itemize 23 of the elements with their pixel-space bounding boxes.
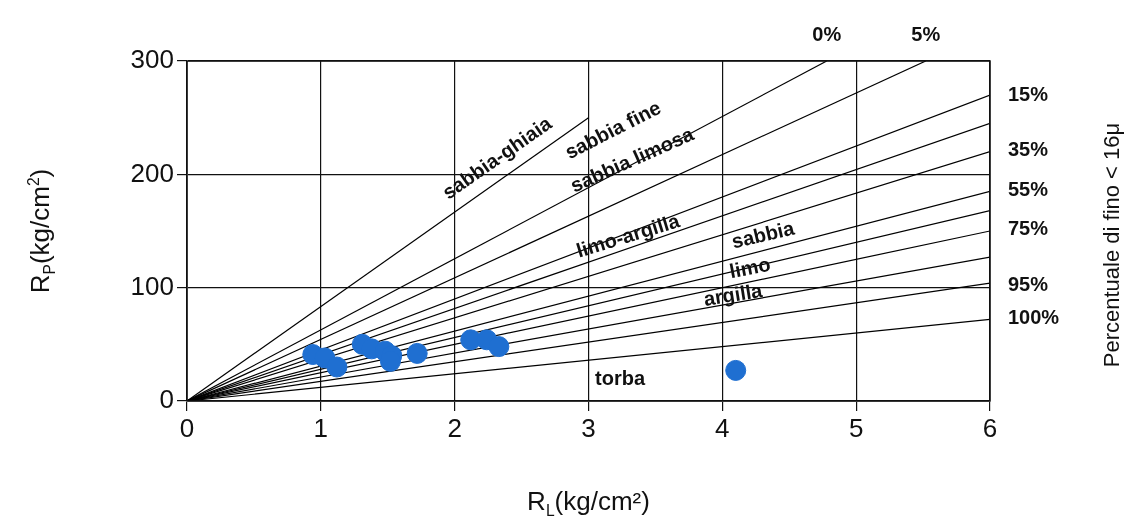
text: Percentuale di fino < 16μ bbox=[1099, 122, 1125, 368]
x-tick-label: 2 bbox=[447, 412, 462, 443]
y-tick-label: 0 bbox=[159, 384, 174, 415]
annotation: 55% bbox=[1008, 177, 1049, 200]
annotation: 75% bbox=[1008, 217, 1049, 240]
x-tick-label: 1 bbox=[313, 412, 329, 443]
annotation: 95% bbox=[1008, 272, 1049, 295]
annotation: 5% bbox=[911, 22, 941, 45]
annotation: 15% bbox=[1008, 82, 1049, 105]
y-tick-label: 200 bbox=[130, 157, 174, 188]
annotation: sabbia bbox=[729, 216, 797, 254]
y-tick-label: 300 bbox=[130, 44, 174, 75]
x-tick-label: 0 bbox=[179, 412, 195, 443]
x-tick-label: 5 bbox=[848, 412, 864, 443]
annotation: 100% bbox=[1008, 305, 1060, 328]
x-tick-label: 3 bbox=[581, 412, 596, 443]
annotation: 0% bbox=[812, 22, 842, 45]
x-tick-label: 6 bbox=[982, 412, 998, 443]
annotation: torba bbox=[595, 366, 645, 390]
annotation: 35% bbox=[1008, 138, 1049, 161]
x-tick-label: 4 bbox=[715, 412, 730, 443]
y-tick-label: 100 bbox=[130, 270, 174, 301]
x-axis-title: R$_{L}$(kg/cm²) bbox=[527, 485, 650, 521]
